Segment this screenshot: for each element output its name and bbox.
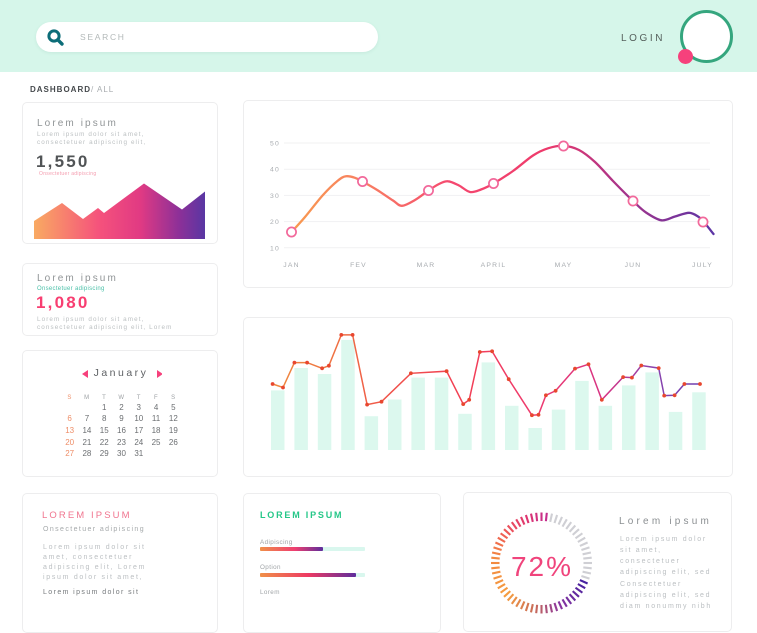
svg-text:APRIL: APRIL	[481, 262, 507, 269]
svg-text:40: 40	[270, 167, 280, 174]
svg-text:JUN: JUN	[625, 262, 642, 269]
svg-text:MAY: MAY	[555, 262, 573, 269]
svg-text:20: 20	[270, 219, 280, 226]
svg-text:FEV: FEV	[350, 262, 367, 269]
svg-text:JAN: JAN	[283, 262, 299, 269]
svg-text:10: 10	[270, 245, 280, 252]
svg-text:30: 30	[270, 193, 280, 200]
svg-text:MAR: MAR	[417, 262, 436, 269]
svg-text:JULY: JULY	[692, 262, 713, 269]
svg-text:50: 50	[270, 141, 280, 148]
